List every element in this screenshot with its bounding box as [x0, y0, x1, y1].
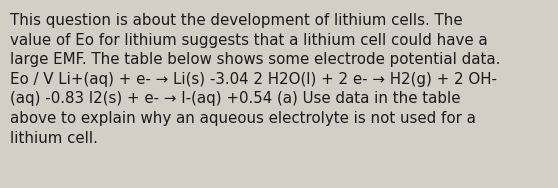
Text: This question is about the development of lithium cells. The
value of Eo for lit: This question is about the development o…: [10, 13, 501, 146]
